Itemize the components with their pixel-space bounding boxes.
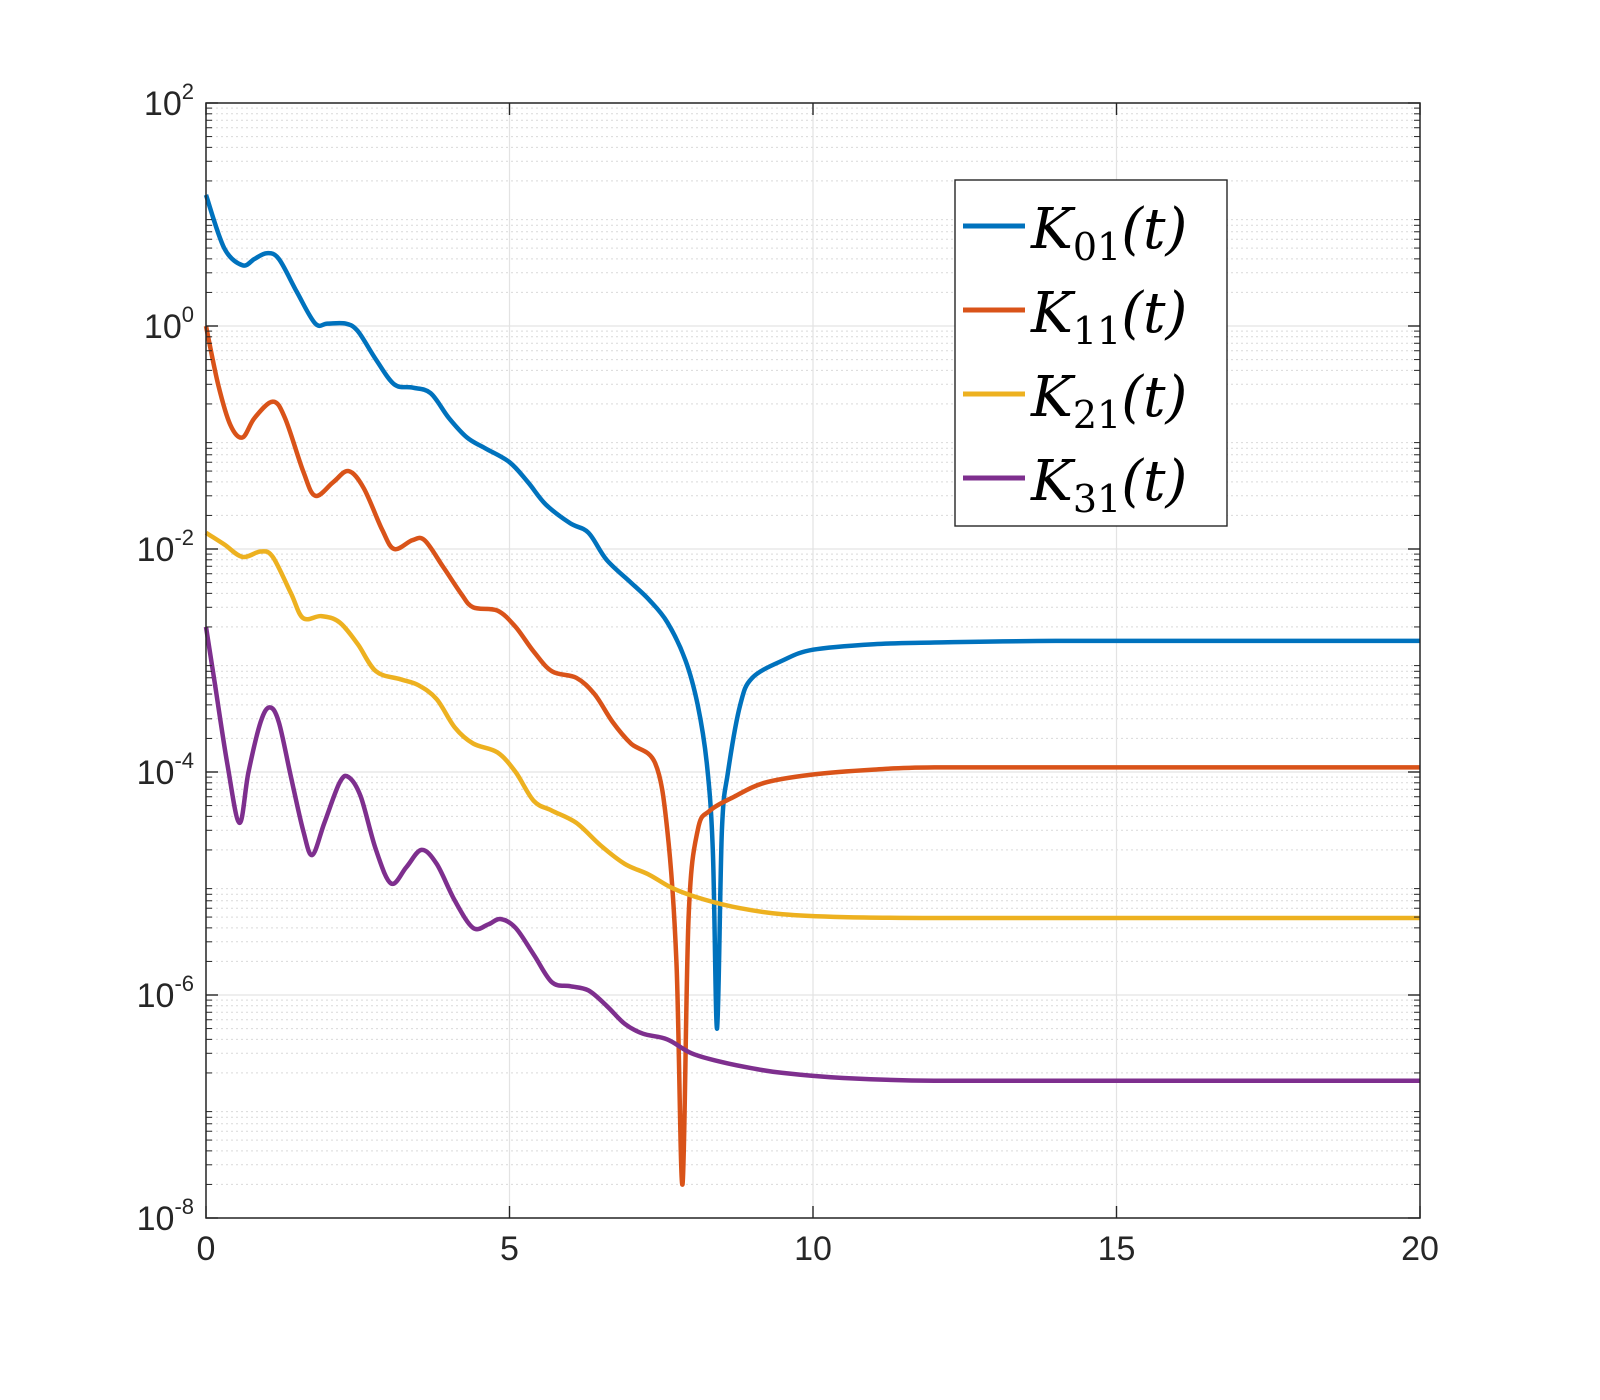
legend-entry-01: K01(t) [1030,197,1187,269]
x-tick-label: 10 [794,1230,832,1268]
axis-ticks: 10-8 10-6 10-4 10-2 100 102 0 5 10 15 20 [137,79,1439,1268]
y-tick-label: 10-2 [137,525,194,569]
series-line-01 [203,194,1420,1031]
series-line-21 [204,530,1420,921]
series-line-11 [203,325,1420,1187]
series-line-31 [203,626,1420,1084]
y-tick-label: 102 [144,79,194,123]
y-tick-label: 100 [144,302,194,346]
legend-entry-31: K31(t) [1030,449,1187,521]
series-lines [203,194,1420,1187]
legend-box [954,179,1228,527]
legend: K01(t) K11(t) K21(t) K31(t) [954,179,1228,527]
x-tick-label: 5 [500,1230,519,1268]
legend-entry-11: K11(t) [1030,281,1187,353]
y-tick-label: 10-6 [137,971,194,1015]
x-tick-label: 0 [197,1230,216,1268]
x-tick-label: 20 [1401,1230,1439,1268]
y-tick-label: 10-4 [137,748,194,792]
y-tick-label: 10-8 [137,1194,194,1238]
x-tick-label: 15 [1098,1230,1136,1268]
legend-entry-21: K21(t) [1030,365,1187,437]
